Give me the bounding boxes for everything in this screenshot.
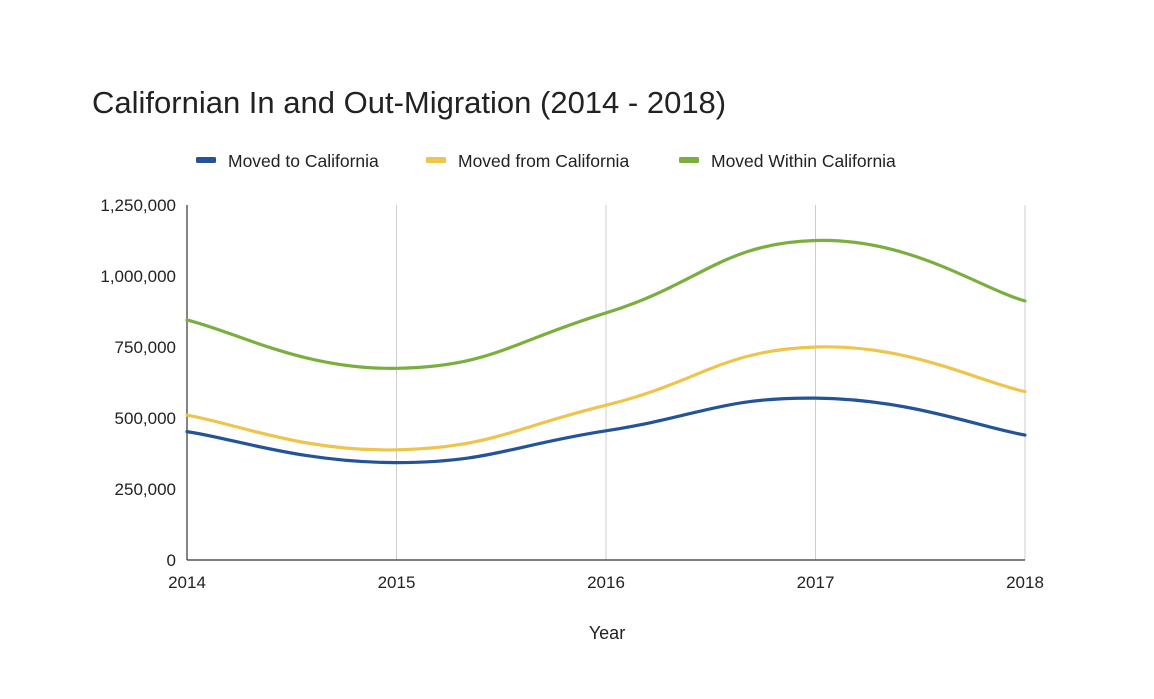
x-axis-label: Year: [589, 623, 625, 643]
axes: [186, 205, 1025, 561]
legend-label: Moved to California: [228, 151, 379, 171]
x-tick-label: 2016: [587, 573, 625, 592]
gridlines: [396, 205, 1026, 560]
y-axis-ticks: 0 250,000 500,000 750,000 1,000,000 1,250,000: [100, 196, 176, 570]
legend: Moved to California Moved from California…: [196, 151, 896, 171]
legend-label: Moved Within California: [711, 151, 896, 171]
y-tick-label: 500,000: [115, 409, 176, 428]
y-tick-label: 1,250,000: [100, 196, 176, 215]
y-tick-label: 750,000: [115, 338, 176, 357]
legend-label: Moved from California: [458, 151, 629, 171]
x-axis-ticks: 2014 2015 2016 2017 2018: [168, 573, 1044, 592]
series-lines: [185, 238, 1027, 465]
x-tick-label: 2017: [797, 573, 835, 592]
legend-swatch: [426, 157, 446, 163]
y-tick-label: 250,000: [115, 480, 176, 499]
chart-title: Californian In and Out-Migration (2014 -…: [92, 85, 726, 120]
legend-item-moved-within-california: Moved Within California: [679, 151, 896, 171]
legend-item-moved-from-california: Moved from California: [426, 151, 629, 171]
legend-swatch: [196, 157, 216, 163]
y-tick-label: 0: [167, 551, 176, 570]
series-line-moved-within-california: [185, 238, 1027, 370]
y-tick-label: 1,000,000: [100, 267, 176, 286]
legend-swatch: [679, 157, 699, 163]
series-line-moved-from-california: [185, 345, 1027, 452]
legend-item-moved-to-california: Moved to California: [196, 151, 379, 171]
x-tick-label: 2015: [378, 573, 416, 592]
x-tick-label: 2014: [168, 573, 206, 592]
series-line-moved-to-california: [185, 396, 1027, 465]
x-tick-label: 2018: [1006, 573, 1044, 592]
